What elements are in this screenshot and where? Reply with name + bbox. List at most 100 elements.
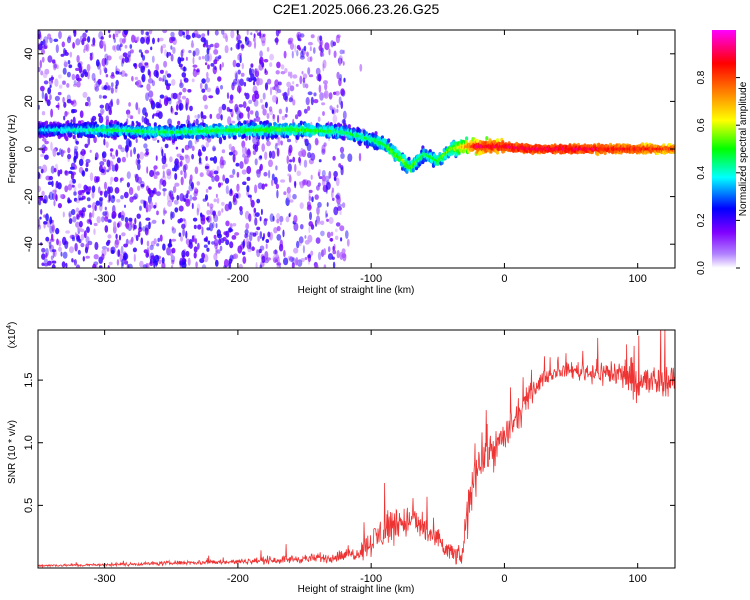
noise-point xyxy=(72,99,77,104)
noise-point xyxy=(81,213,84,217)
noise-point xyxy=(201,252,206,260)
noise-point xyxy=(101,216,105,223)
noise-point xyxy=(132,35,137,41)
noise-point xyxy=(215,223,218,229)
noise-point xyxy=(293,222,299,232)
noise-point xyxy=(332,155,336,161)
noise-point xyxy=(171,79,176,86)
noise-point xyxy=(172,92,178,100)
noise-point xyxy=(106,159,111,168)
noise-point xyxy=(303,138,307,143)
noise-point xyxy=(237,245,243,254)
noise-point xyxy=(126,182,130,188)
noise-point xyxy=(192,56,195,65)
noise-point xyxy=(115,233,118,240)
noise-point xyxy=(181,250,186,258)
noise-point xyxy=(79,228,85,233)
noise-point xyxy=(278,108,283,115)
noise-point xyxy=(217,210,222,217)
noise-point xyxy=(62,251,68,259)
noise-point xyxy=(60,53,65,57)
noise-point xyxy=(245,237,249,246)
noise-point xyxy=(259,56,264,64)
noise-point xyxy=(171,211,175,219)
noise-point xyxy=(116,98,120,106)
noise-point xyxy=(187,89,192,93)
noise-point xyxy=(308,189,313,194)
noise-point xyxy=(149,201,154,209)
noise-point xyxy=(82,91,88,98)
noise-point xyxy=(331,187,335,193)
noise-point xyxy=(104,67,108,74)
noise-point xyxy=(198,157,202,164)
noise-point xyxy=(241,241,245,245)
noise-point xyxy=(85,255,90,259)
noise-point xyxy=(170,36,176,42)
noise-point xyxy=(268,150,272,159)
noise-point xyxy=(314,263,319,268)
noise-point xyxy=(329,237,334,242)
noise-point xyxy=(101,40,106,46)
noise-point xyxy=(147,78,154,84)
noise-point xyxy=(232,194,236,203)
noise-point xyxy=(236,171,240,178)
noise-point xyxy=(215,87,220,95)
noise-point xyxy=(53,38,59,42)
noise-point xyxy=(256,198,261,204)
noise-point xyxy=(302,77,306,83)
noise-point xyxy=(83,184,88,191)
noise-point xyxy=(52,189,57,193)
noise-point xyxy=(171,226,174,231)
noise-point xyxy=(250,63,254,68)
noise-point xyxy=(164,143,169,149)
noise-point xyxy=(339,146,345,154)
noise-point xyxy=(313,47,316,54)
noise-point xyxy=(89,172,94,182)
noise-point xyxy=(305,83,309,89)
noise-point xyxy=(127,263,133,268)
noise-point xyxy=(328,137,331,142)
noise-point xyxy=(51,225,55,233)
noise-point xyxy=(232,150,238,156)
noise-point xyxy=(323,248,326,256)
noise-point xyxy=(73,83,78,87)
noise-point xyxy=(76,77,82,82)
noise-point xyxy=(292,81,295,85)
noise-point xyxy=(138,221,142,230)
noise-point xyxy=(63,61,68,68)
noise-point xyxy=(75,264,81,268)
noise-point xyxy=(213,234,217,239)
noise-point xyxy=(209,224,212,228)
noise-point xyxy=(38,218,41,228)
noise-point xyxy=(128,190,133,194)
noise-point xyxy=(49,94,52,101)
noise-point xyxy=(157,37,160,43)
noise-point xyxy=(196,181,201,186)
noise-point xyxy=(201,226,204,236)
noise-point xyxy=(200,111,204,119)
noise-point xyxy=(248,134,251,141)
noise-point xyxy=(183,66,186,72)
noise-point xyxy=(58,31,62,39)
noise-point xyxy=(182,31,185,35)
noise-point xyxy=(276,225,281,232)
noise-point xyxy=(199,82,203,90)
noise-point xyxy=(160,45,163,54)
noise-point xyxy=(91,202,97,211)
noise-point xyxy=(336,104,339,109)
noise-point xyxy=(126,171,131,180)
noise-point xyxy=(109,100,113,108)
noise-point xyxy=(217,76,222,82)
noise-point xyxy=(313,92,317,97)
noise-point xyxy=(247,111,250,120)
noise-point xyxy=(54,78,59,87)
noise-point xyxy=(200,212,203,218)
noise-point xyxy=(108,30,111,34)
ridge-point xyxy=(485,136,489,141)
noise-point xyxy=(80,73,85,78)
noise-point xyxy=(224,45,229,54)
noise-point xyxy=(83,48,86,53)
noise-point xyxy=(269,62,273,68)
noise-point xyxy=(288,175,292,183)
noise-point xyxy=(80,234,85,241)
